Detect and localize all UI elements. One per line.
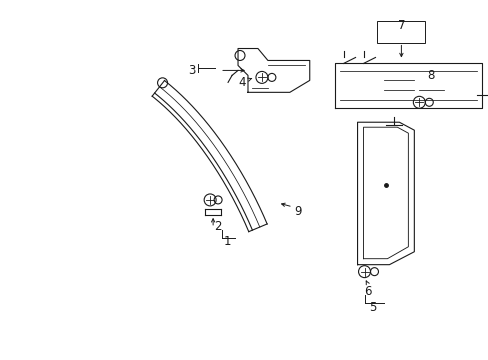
Bar [377,21,425,42]
Text: 8: 8 [427,69,434,82]
Text: 9: 9 [293,205,301,219]
Text: 3: 3 [188,64,196,77]
Text: 2: 2 [214,220,222,233]
Text: 1: 1 [223,235,230,248]
Text: 7: 7 [397,19,405,32]
Text: 6: 6 [363,285,370,298]
Text: 5: 5 [368,301,375,314]
Text: 4: 4 [238,76,245,89]
